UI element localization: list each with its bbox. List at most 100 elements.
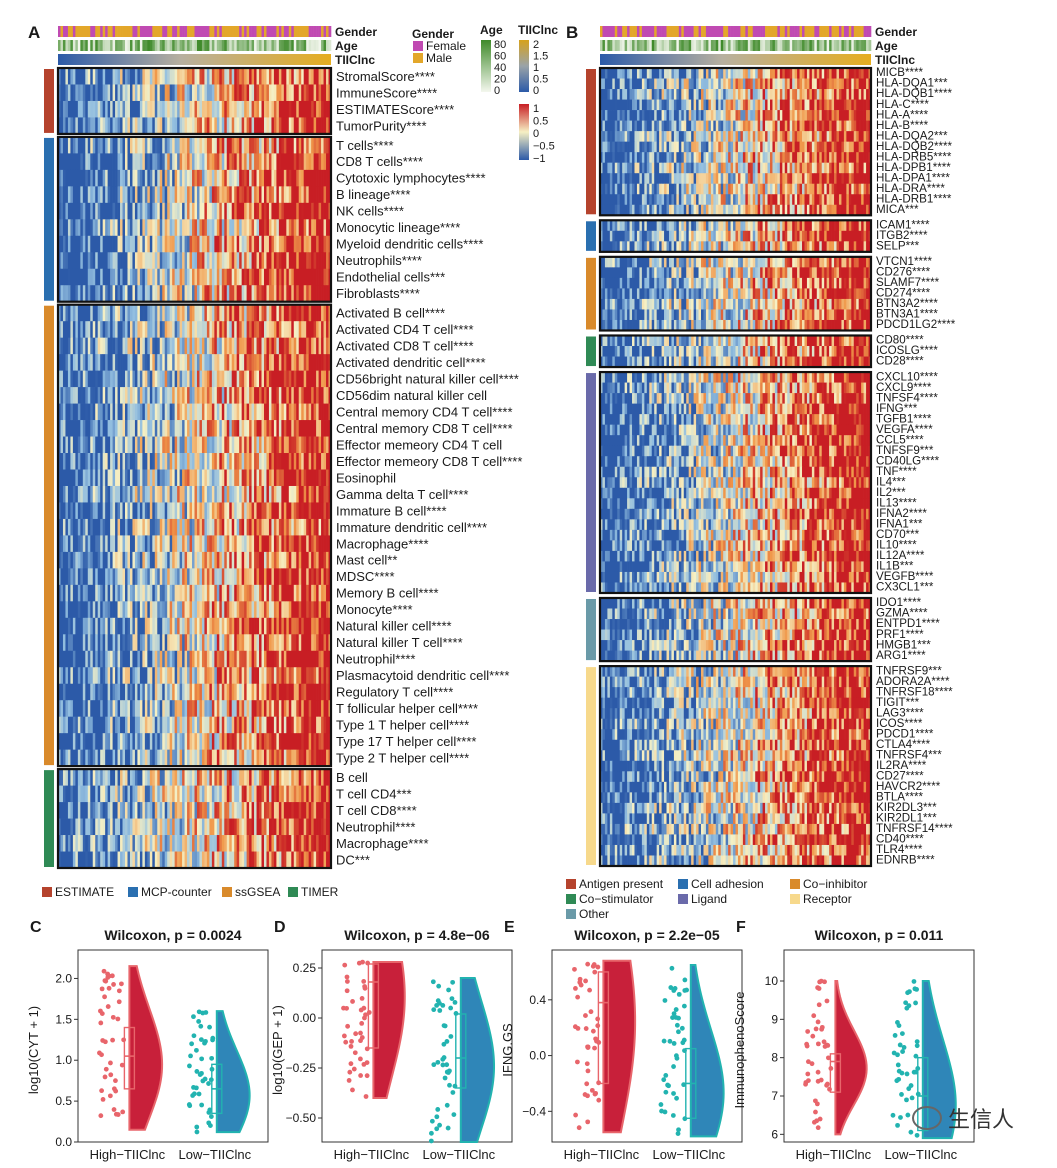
data-point xyxy=(666,1083,671,1089)
row-label: Neutrophils**** xyxy=(336,253,422,268)
data-point xyxy=(343,1039,349,1045)
row-label: Gamma delta T cell**** xyxy=(336,487,468,502)
heatmap-group xyxy=(600,220,872,253)
data-point xyxy=(440,1003,446,1008)
heatmap-row xyxy=(600,792,872,804)
x-tick-label: High−TIIClnc xyxy=(90,1147,166,1162)
data-point xyxy=(684,987,690,993)
row-label: T cells**** xyxy=(336,138,394,153)
data-point xyxy=(364,1060,370,1065)
data-point xyxy=(909,1095,915,1101)
row-label: HLA-C**** xyxy=(876,98,929,111)
age-tick: 40 xyxy=(494,62,506,74)
data-point xyxy=(363,1094,369,1099)
data-point xyxy=(442,1075,448,1081)
annotation-label: TIIClnc xyxy=(875,53,915,67)
data-point xyxy=(891,1050,897,1056)
row-label: Mast cell** xyxy=(336,553,397,568)
gender-annotation-bar xyxy=(58,26,332,37)
heatmap-row xyxy=(58,769,332,786)
data-point xyxy=(200,1010,206,1016)
group-side-bar xyxy=(586,69,596,215)
heatmap-row xyxy=(600,393,872,404)
heatmap-row xyxy=(58,235,332,253)
heatmap-row xyxy=(58,634,332,652)
data-point xyxy=(437,1122,442,1128)
data-point xyxy=(121,1037,127,1043)
data-point xyxy=(671,988,677,993)
data-point xyxy=(908,1129,914,1135)
row-label: ESTIMATEScore**** xyxy=(336,102,454,117)
row-label: LAG3**** xyxy=(876,706,924,719)
data-points xyxy=(428,979,459,1144)
x-tick-label: Low−TIIClnc xyxy=(884,1147,957,1162)
data-point xyxy=(434,1126,440,1132)
data-point xyxy=(661,1038,667,1044)
row-label: Central memory CD4 T cell**** xyxy=(336,404,513,419)
legend-label: Antigen present xyxy=(579,877,664,891)
heatmap-row xyxy=(600,424,872,436)
row-label: T cell CD8**** xyxy=(336,803,417,818)
data-point xyxy=(437,1008,443,1013)
legend-swatch xyxy=(566,894,576,904)
data-point xyxy=(206,1120,212,1126)
heatmap-row xyxy=(58,818,332,836)
heatmap-row xyxy=(600,676,872,688)
data-point xyxy=(585,1045,591,1051)
heatmap-row xyxy=(600,823,872,835)
data-point xyxy=(363,1012,368,1018)
data-point xyxy=(344,974,350,980)
row-label: Regulatory T cell**** xyxy=(336,685,453,700)
row-label: TNFRSF4*** xyxy=(876,748,942,761)
row-label: IL12A**** xyxy=(876,549,925,562)
heatmap-group xyxy=(600,256,872,331)
data-point xyxy=(913,1000,918,1006)
data-point xyxy=(821,1039,827,1045)
data-point xyxy=(815,1041,821,1047)
data-point xyxy=(900,1049,905,1054)
heatmap-row xyxy=(600,403,872,415)
row-label: IL1B*** xyxy=(876,560,914,573)
row-label: PDCD1LG2**** xyxy=(876,318,956,331)
data-point xyxy=(914,986,920,992)
row-label: EDNRB**** xyxy=(876,854,935,867)
row-label: HLA-DQA1*** xyxy=(876,77,948,90)
data-point xyxy=(681,1003,687,1009)
data-point xyxy=(914,1039,920,1045)
box-iqr xyxy=(455,1013,467,1089)
data-point xyxy=(896,1076,902,1082)
data-point xyxy=(435,1107,441,1112)
data-point xyxy=(575,994,581,1000)
heatmap-row xyxy=(58,420,332,437)
legend-label: TIMER xyxy=(301,885,339,899)
age-colorbar xyxy=(481,40,491,92)
y-tick-label: 7 xyxy=(771,1089,778,1103)
row-label: IDO1**** xyxy=(876,596,922,609)
annotation-label: Gender xyxy=(875,25,917,39)
data-point xyxy=(206,1081,211,1086)
plot-frame xyxy=(551,949,743,1143)
row-label: Activated B cell**** xyxy=(336,306,445,321)
age-tick: 60 xyxy=(494,51,506,63)
data-point xyxy=(668,985,674,990)
data-point xyxy=(359,1035,365,1040)
data-point xyxy=(194,1047,199,1053)
heatmap-row xyxy=(58,436,332,454)
heatmap-group xyxy=(58,136,332,303)
data-point xyxy=(676,1127,681,1133)
heatmap-row xyxy=(600,78,872,90)
data-point xyxy=(202,1076,208,1082)
violin-shape xyxy=(834,980,868,1136)
row-label: PRF1**** xyxy=(876,628,924,641)
row-label: PDCD1**** xyxy=(876,727,934,740)
data-point xyxy=(824,1081,830,1087)
row-label: Neutrophil**** xyxy=(336,652,416,667)
group-side-bar xyxy=(44,770,54,867)
data-point xyxy=(436,983,442,989)
data-point xyxy=(596,1097,602,1103)
heatmap-row xyxy=(58,700,332,718)
data-point xyxy=(358,1073,364,1078)
legend-label: Male xyxy=(426,51,452,65)
data-point xyxy=(914,1132,920,1138)
data-point xyxy=(102,994,107,1000)
